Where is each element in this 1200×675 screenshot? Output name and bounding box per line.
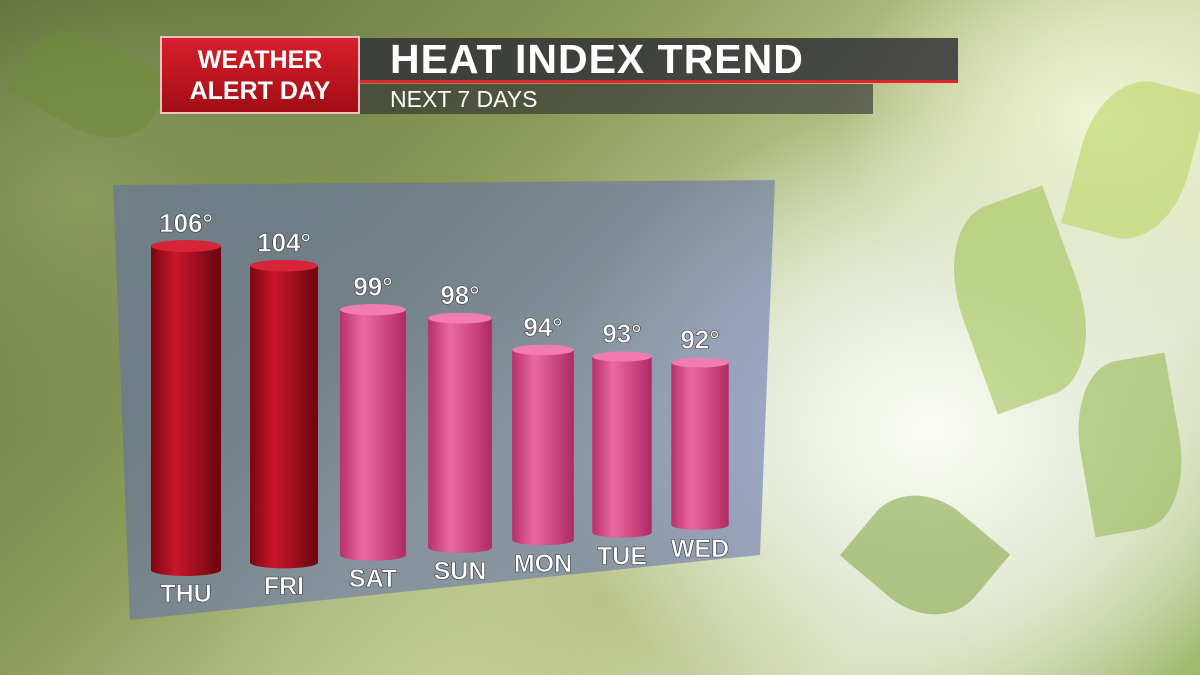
day-label: THU — [160, 580, 211, 608]
bar-bottom — [340, 549, 406, 561]
bar-mon — [512, 349, 574, 540]
bar-sat — [340, 309, 406, 555]
badge-line2: ALERT DAY — [189, 77, 331, 105]
bar-bottom — [428, 542, 492, 553]
bar-bottom — [671, 520, 729, 530]
bar-top — [592, 351, 652, 362]
bar-top — [250, 259, 318, 272]
value-label: 93° — [602, 319, 641, 349]
bar-tue — [592, 356, 652, 533]
value-label: 104° — [257, 228, 311, 258]
bar-wed — [671, 362, 729, 525]
bar-sun — [428, 318, 492, 548]
chart: 106° THU 104° FRI 99° SAT 98° SUN 94° MON 93° TUE 92… — [113, 180, 775, 620]
bar-bottom — [592, 527, 652, 538]
bar-top — [151, 240, 221, 252]
day-label: SAT — [349, 565, 397, 593]
badge-line1: WEATHER — [197, 46, 323, 74]
bar-fri — [250, 265, 318, 563]
value-label: 99° — [353, 272, 392, 302]
bar-top — [512, 344, 574, 356]
bar-bottom — [250, 556, 318, 569]
bar-top — [671, 357, 729, 368]
bar-bottom — [151, 564, 221, 576]
subtitle-bar — [358, 84, 873, 114]
day-label: FRI — [264, 573, 304, 601]
background-leaf — [6, 11, 174, 159]
bar-top — [340, 304, 406, 316]
day-label: MON — [514, 550, 572, 578]
weather-alert-badge: WEATHER ALERT DAY — [160, 36, 360, 114]
value-label: 92° — [680, 325, 719, 355]
day-label: WED — [671, 535, 729, 563]
bar-bottom — [512, 534, 574, 546]
day-label: SUN — [434, 558, 487, 586]
value-label: 106° — [159, 208, 213, 238]
day-label: TUE — [597, 543, 647, 571]
bar-top — [428, 312, 492, 324]
value-label: 98° — [440, 280, 479, 310]
chart-subtitle: NEXT 7 DAYS — [390, 86, 538, 112]
bar-thu — [151, 246, 221, 570]
value-label: 94° — [523, 312, 562, 342]
chart-title: HEAT INDEX TREND — [390, 36, 804, 82]
title-bar — [358, 38, 958, 83]
